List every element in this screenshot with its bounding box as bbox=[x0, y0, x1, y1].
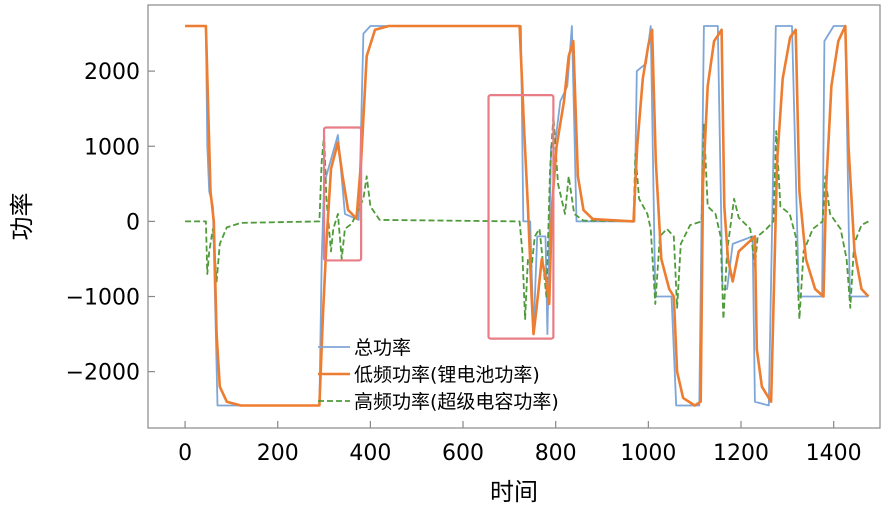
legend-label-0: 总功率 bbox=[354, 337, 411, 359]
x-tick-label: 1000 bbox=[620, 441, 676, 466]
x-tick-label: 400 bbox=[349, 441, 391, 466]
series-line-1 bbox=[185, 24, 870, 407]
legend-label-2: 高频功率(超级电容功率) bbox=[354, 391, 559, 413]
legend-label-1: 低频功率(锂电池功率) bbox=[354, 364, 540, 386]
highlight-box-2 bbox=[487, 94, 555, 340]
x-tick-label: 1400 bbox=[806, 441, 862, 466]
series-group bbox=[185, 24, 870, 407]
y-tick-label: −1000 bbox=[66, 286, 140, 311]
x-tick-label: 200 bbox=[257, 441, 299, 466]
y-tick-label: 2000 bbox=[84, 60, 140, 85]
y-tick-label: 0 bbox=[126, 210, 140, 235]
x-tick-label: 0 bbox=[178, 441, 192, 466]
series-line-2 bbox=[185, 115, 869, 320]
x-axis-label: 时间 bbox=[490, 478, 538, 506]
x-tick-label: 1200 bbox=[713, 441, 769, 466]
highlight-box-1 bbox=[322, 126, 363, 262]
y-tick-label: −2000 bbox=[66, 361, 140, 386]
y-tick-label: 1000 bbox=[84, 135, 140, 160]
x-tick-label: 800 bbox=[535, 441, 577, 466]
x-tick-label: 600 bbox=[442, 441, 484, 466]
series-line-0 bbox=[185, 25, 869, 407]
y-axis-label: 功率 bbox=[8, 193, 36, 241]
